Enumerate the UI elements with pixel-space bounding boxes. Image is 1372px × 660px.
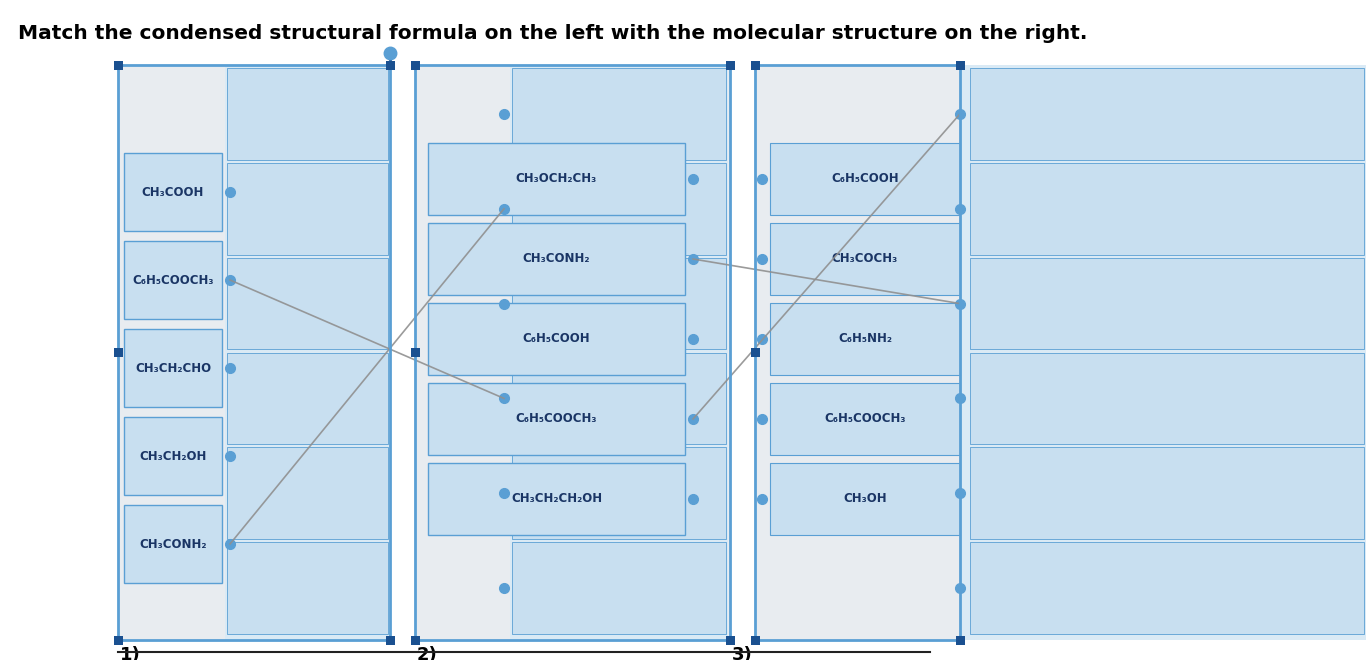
Bar [512, 447, 726, 539]
Bar [410, 636, 420, 645]
Bar [770, 143, 960, 215]
Bar [428, 383, 685, 455]
Bar [955, 61, 965, 69]
Text: 1): 1) [119, 646, 141, 660]
Bar [726, 636, 734, 645]
Bar [226, 352, 388, 444]
Bar [225, 65, 390, 640]
Text: CH₃CONH₂: CH₃CONH₂ [523, 253, 590, 265]
Bar [755, 65, 960, 640]
Bar [118, 65, 390, 640]
Bar [428, 303, 685, 375]
Text: C₆H₅COOCH₃: C₆H₅COOCH₃ [132, 273, 214, 286]
Text: CH₃CH₂CHO: CH₃CH₂CHO [134, 362, 211, 374]
Bar [512, 163, 726, 255]
Text: C₆H₅COOH: C₆H₅COOH [523, 333, 590, 345]
Text: CH₃CH₂OH: CH₃CH₂OH [140, 449, 207, 463]
Bar [428, 463, 685, 535]
Bar [114, 348, 122, 357]
Bar [123, 329, 222, 407]
Text: 2): 2) [417, 646, 438, 660]
Text: C₆H₅NH₂: C₆H₅NH₂ [838, 333, 892, 345]
Bar [726, 61, 734, 69]
Bar [512, 352, 726, 444]
Bar [123, 241, 222, 319]
Text: C₆H₅COOH: C₆H₅COOH [831, 172, 899, 185]
Bar [226, 542, 388, 634]
Bar [755, 65, 960, 640]
Bar [970, 447, 1364, 539]
Bar [750, 636, 760, 645]
Bar [118, 65, 225, 640]
Text: C₆H₅COOCH₃: C₆H₅COOCH₃ [516, 412, 597, 426]
Bar [970, 352, 1364, 444]
Bar [960, 65, 1367, 640]
Bar [226, 447, 388, 539]
Bar [510, 65, 729, 640]
Text: CH₃CH₂CH₂OH: CH₃CH₂CH₂OH [510, 492, 602, 506]
Bar [386, 61, 395, 69]
Text: Match the condensed structural formula on the left with the molecular structure : Match the condensed structural formula o… [18, 24, 1088, 43]
Bar [114, 61, 122, 69]
Bar [414, 65, 730, 640]
Bar [226, 163, 388, 255]
Bar [410, 61, 420, 69]
Bar [428, 223, 685, 295]
Bar [226, 68, 388, 160]
Bar [410, 348, 420, 357]
Bar [512, 542, 726, 634]
Bar [386, 636, 395, 645]
Bar [770, 463, 960, 535]
Bar [970, 257, 1364, 350]
Bar [750, 348, 760, 357]
Bar [970, 163, 1364, 255]
Bar [123, 505, 222, 583]
Text: CH₃COOH: CH₃COOH [141, 185, 204, 199]
Text: C₆H₅COOCH₃: C₆H₅COOCH₃ [825, 412, 906, 426]
Bar [512, 257, 726, 350]
Bar [970, 68, 1364, 160]
Text: CH₃CONH₂: CH₃CONH₂ [139, 537, 207, 550]
Bar [750, 61, 760, 69]
Bar [770, 223, 960, 295]
Bar [770, 383, 960, 455]
Bar [226, 257, 388, 350]
Bar [428, 143, 685, 215]
Text: CH₃COCH₃: CH₃COCH₃ [831, 253, 899, 265]
Bar [414, 65, 730, 640]
Text: CH₃OCH₂CH₃: CH₃OCH₂CH₃ [516, 172, 597, 185]
Text: CH₃OH: CH₃OH [844, 492, 886, 506]
Bar [955, 636, 965, 645]
Bar [123, 153, 222, 231]
Text: 3): 3) [733, 646, 753, 660]
Bar [970, 542, 1364, 634]
Bar [114, 636, 122, 645]
Bar [123, 417, 222, 495]
Bar [770, 303, 960, 375]
Bar [512, 68, 726, 160]
